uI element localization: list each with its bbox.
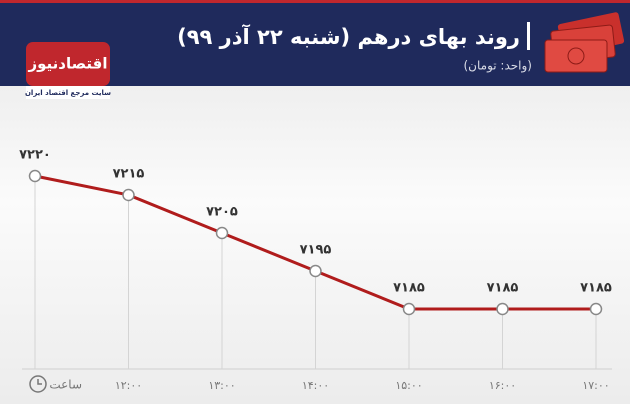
point bbox=[122, 188, 135, 202]
data-label: ۷۱۸۵ bbox=[580, 281, 612, 296]
clock-icon bbox=[29, 375, 47, 393]
money-icon bbox=[544, 12, 625, 73]
x-tick-label: ۱۴:۰۰ bbox=[302, 379, 329, 392]
point bbox=[309, 264, 322, 278]
title-divider bbox=[527, 22, 530, 50]
logo-box bbox=[26, 42, 110, 86]
data-label: ۷۱۸۵ bbox=[393, 281, 425, 296]
logo-tagline-box bbox=[26, 86, 110, 99]
subtitle: (واحد: تومان) bbox=[463, 59, 532, 74]
data-label: ۷۲۲۰ bbox=[19, 148, 51, 163]
x-tick-label: ۱۲:۰۰ bbox=[115, 379, 142, 392]
logo-tagline: سایت مرجع اقتصاد ایران bbox=[25, 89, 111, 97]
point bbox=[215, 226, 229, 240]
x-tick-label: ۱۶:۰۰ bbox=[489, 379, 516, 392]
header-accent bbox=[0, 0, 630, 3]
x-tick-label: ۱۵:۰۰ bbox=[395, 379, 422, 392]
data-label: ۷۲۰۵ bbox=[206, 205, 238, 220]
x-axis-label: ساعت bbox=[49, 378, 82, 392]
data-label: ۷۱۹۵ bbox=[300, 243, 332, 258]
point bbox=[496, 302, 509, 316]
data-label: ۷۲۱۵ bbox=[113, 167, 145, 182]
point bbox=[28, 169, 42, 183]
logo-name: اقتصادنیوز bbox=[28, 55, 108, 73]
point bbox=[589, 302, 603, 316]
title: روند بهای درهم (شنبه ۲۲ آذر ۹۹) bbox=[177, 24, 520, 49]
x-tick-label: ۱۳:۰۰ bbox=[208, 379, 235, 392]
point bbox=[402, 302, 416, 316]
data-label: ۷۱۸۵ bbox=[487, 281, 519, 296]
x-tick-label: ۱۷:۰۰ bbox=[582, 379, 609, 392]
